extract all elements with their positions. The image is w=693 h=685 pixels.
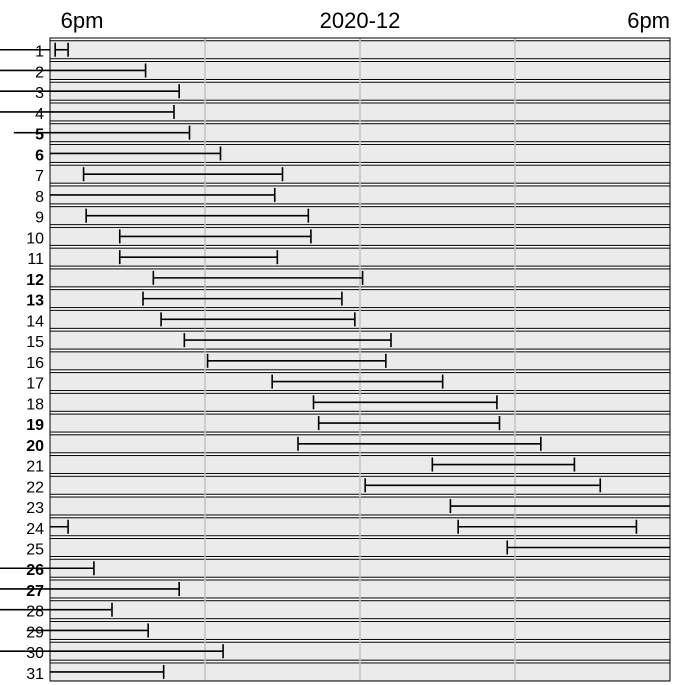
sleep-segment xyxy=(118,229,312,244)
day-label: 9 xyxy=(35,210,44,227)
day-label: 30 xyxy=(26,645,44,662)
day-label: 8 xyxy=(35,189,44,206)
sleep-segment xyxy=(50,581,180,596)
day-label: 17 xyxy=(26,376,44,393)
sleep-segment xyxy=(50,623,149,638)
day-label: 3 xyxy=(35,85,44,102)
sleep-segment xyxy=(297,436,542,451)
day-label: 31 xyxy=(26,666,44,683)
day-label: 1 xyxy=(35,44,44,61)
day-label: 24 xyxy=(26,521,44,538)
sleep-segment xyxy=(50,63,147,78)
sleep-segment xyxy=(152,270,364,285)
sleep-segment xyxy=(271,374,444,389)
day-label: 21 xyxy=(26,459,44,476)
sleep-segment xyxy=(312,395,498,410)
sleep-segment xyxy=(449,499,670,514)
day-label: 12 xyxy=(26,272,44,289)
sleep-segment xyxy=(457,519,638,534)
day-label: 2 xyxy=(35,64,44,81)
segments-group xyxy=(0,42,670,679)
sleep-segment xyxy=(85,208,310,223)
plot-frame xyxy=(49,37,671,682)
sleep-segment xyxy=(50,187,276,202)
time-label-left: 6pm xyxy=(61,8,104,33)
sleep-segment xyxy=(206,353,387,368)
sleep-segment xyxy=(50,125,191,140)
day-label: 16 xyxy=(26,355,44,372)
sleep-segment xyxy=(506,540,670,555)
day-label: 13 xyxy=(26,293,44,310)
day-label: 6 xyxy=(35,147,44,164)
day-label: 5 xyxy=(35,127,44,144)
sleep-segment xyxy=(364,478,602,493)
sleep-segment xyxy=(50,644,224,659)
sleep-segment xyxy=(50,561,95,576)
day-label: 14 xyxy=(26,313,44,330)
day-label: 27 xyxy=(26,583,44,600)
day-label: 29 xyxy=(26,624,44,641)
sleep-segment xyxy=(160,312,356,327)
sleep-segment xyxy=(50,146,222,161)
sleep-segment xyxy=(50,664,165,679)
day-label: 4 xyxy=(35,106,44,123)
sleep-segment xyxy=(54,42,69,57)
day-label: 26 xyxy=(26,562,44,579)
sleep-segment xyxy=(142,291,343,306)
sleep-segment xyxy=(118,250,279,265)
sleep-segment xyxy=(183,333,392,348)
day-label: 10 xyxy=(26,230,44,247)
day-label: 11 xyxy=(27,251,44,268)
day-label: 25 xyxy=(26,542,44,559)
grid-group xyxy=(204,38,516,681)
day-label: 20 xyxy=(26,438,44,455)
day-label: 18 xyxy=(26,396,44,413)
day-label: 22 xyxy=(26,479,44,496)
sleep-segment xyxy=(50,104,175,119)
sleep-segment xyxy=(50,84,180,99)
day-label: 23 xyxy=(26,500,44,517)
time-label-right: 6pm xyxy=(627,8,670,33)
day-label: 7 xyxy=(35,168,44,185)
day-label: 19 xyxy=(26,417,44,434)
sleep-segment xyxy=(82,167,284,182)
chart-title: 2020-12 xyxy=(320,8,401,33)
sleep-segment xyxy=(431,457,576,472)
sleep-segment xyxy=(317,416,501,431)
sleep-segment xyxy=(50,602,113,617)
day-label: 28 xyxy=(26,604,44,621)
sleep-segment xyxy=(50,519,69,534)
day-label: 15 xyxy=(26,334,44,351)
